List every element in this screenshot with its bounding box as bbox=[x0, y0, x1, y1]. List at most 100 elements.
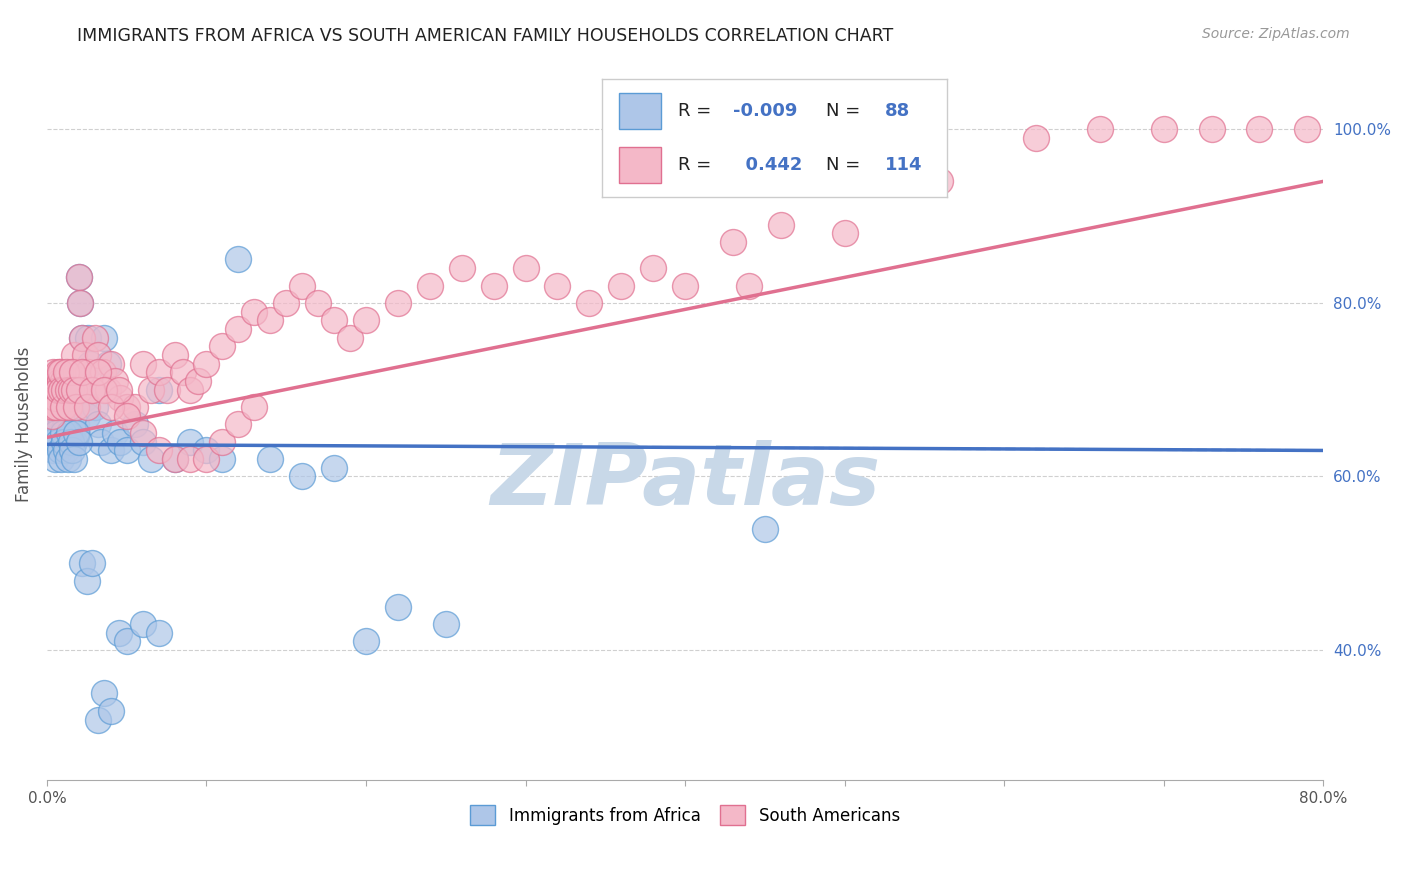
Point bbox=[52, 400, 75, 414]
Point bbox=[83, 330, 105, 344]
Point bbox=[41, 409, 63, 423]
Point bbox=[48, 443, 70, 458]
Point bbox=[39, 417, 62, 432]
Point bbox=[76, 409, 98, 423]
Point bbox=[195, 357, 218, 371]
Point bbox=[46, 434, 69, 449]
Point bbox=[1025, 131, 1047, 145]
Point bbox=[77, 365, 100, 379]
Point bbox=[1088, 122, 1111, 136]
Point bbox=[155, 383, 177, 397]
Point bbox=[67, 434, 90, 449]
Point bbox=[259, 313, 281, 327]
Point bbox=[124, 417, 146, 432]
Point bbox=[65, 426, 87, 441]
Point bbox=[59, 417, 82, 432]
Point bbox=[66, 383, 89, 397]
Point bbox=[100, 400, 122, 414]
Point bbox=[45, 426, 67, 441]
Text: ZIPatlas: ZIPatlas bbox=[489, 440, 880, 523]
Point bbox=[67, 383, 90, 397]
Point bbox=[419, 278, 441, 293]
Point bbox=[62, 365, 84, 379]
Point bbox=[87, 348, 110, 362]
Text: IMMIGRANTS FROM AFRICA VS SOUTH AMERICAN FAMILY HOUSEHOLDS CORRELATION CHART: IMMIGRANTS FROM AFRICA VS SOUTH AMERICAN… bbox=[77, 27, 894, 45]
Point bbox=[96, 383, 118, 397]
Point bbox=[56, 452, 79, 467]
Point bbox=[53, 409, 76, 423]
Point bbox=[48, 374, 70, 388]
Point bbox=[163, 452, 186, 467]
Point bbox=[148, 625, 170, 640]
Point bbox=[56, 365, 79, 379]
Point bbox=[41, 426, 63, 441]
Point bbox=[44, 434, 66, 449]
Point bbox=[1153, 122, 1175, 136]
Point bbox=[243, 304, 266, 318]
Point bbox=[75, 348, 97, 362]
Point bbox=[187, 374, 209, 388]
Point bbox=[90, 434, 112, 449]
Point bbox=[131, 357, 153, 371]
Point bbox=[107, 625, 129, 640]
Point bbox=[44, 374, 66, 388]
Point bbox=[80, 556, 103, 570]
Point bbox=[148, 383, 170, 397]
Point bbox=[450, 261, 472, 276]
Point bbox=[1201, 122, 1223, 136]
Point bbox=[110, 434, 132, 449]
Point bbox=[45, 400, 67, 414]
Point bbox=[59, 434, 82, 449]
Point bbox=[354, 634, 377, 648]
Point bbox=[53, 383, 76, 397]
Point bbox=[228, 252, 250, 267]
Point bbox=[307, 296, 329, 310]
Point bbox=[107, 383, 129, 397]
Point bbox=[58, 434, 80, 449]
Legend: Immigrants from Africa, South Americans: Immigrants from Africa, South Americans bbox=[470, 805, 900, 825]
Point bbox=[546, 278, 568, 293]
Point bbox=[179, 452, 201, 467]
Point bbox=[172, 365, 194, 379]
Point bbox=[62, 409, 84, 423]
Point bbox=[291, 278, 314, 293]
Point bbox=[211, 339, 233, 353]
Point bbox=[52, 374, 75, 388]
Point bbox=[243, 400, 266, 414]
Point bbox=[51, 426, 73, 441]
Point bbox=[67, 269, 90, 284]
Point bbox=[46, 365, 69, 379]
Point bbox=[62, 365, 84, 379]
Point bbox=[387, 296, 409, 310]
Point bbox=[115, 443, 138, 458]
Point bbox=[87, 713, 110, 727]
Point bbox=[163, 348, 186, 362]
Point bbox=[387, 599, 409, 614]
Point bbox=[482, 278, 505, 293]
Point bbox=[56, 430, 79, 444]
Point bbox=[51, 383, 73, 397]
Point bbox=[53, 400, 76, 414]
Point bbox=[69, 296, 91, 310]
Point bbox=[69, 296, 91, 310]
Point bbox=[515, 261, 537, 276]
Point bbox=[769, 218, 792, 232]
Point bbox=[643, 261, 665, 276]
Point bbox=[45, 413, 67, 427]
Point bbox=[259, 452, 281, 467]
Point bbox=[45, 422, 67, 436]
Point bbox=[754, 522, 776, 536]
Point bbox=[48, 439, 70, 453]
Text: Source: ZipAtlas.com: Source: ZipAtlas.com bbox=[1202, 27, 1350, 41]
Point bbox=[53, 422, 76, 436]
Point bbox=[70, 556, 93, 570]
Point bbox=[41, 434, 63, 449]
Point bbox=[291, 469, 314, 483]
Point bbox=[42, 443, 65, 458]
Point bbox=[195, 443, 218, 458]
Point bbox=[44, 452, 66, 467]
Point bbox=[59, 374, 82, 388]
Point bbox=[70, 365, 93, 379]
Point bbox=[131, 617, 153, 632]
Point bbox=[75, 392, 97, 406]
